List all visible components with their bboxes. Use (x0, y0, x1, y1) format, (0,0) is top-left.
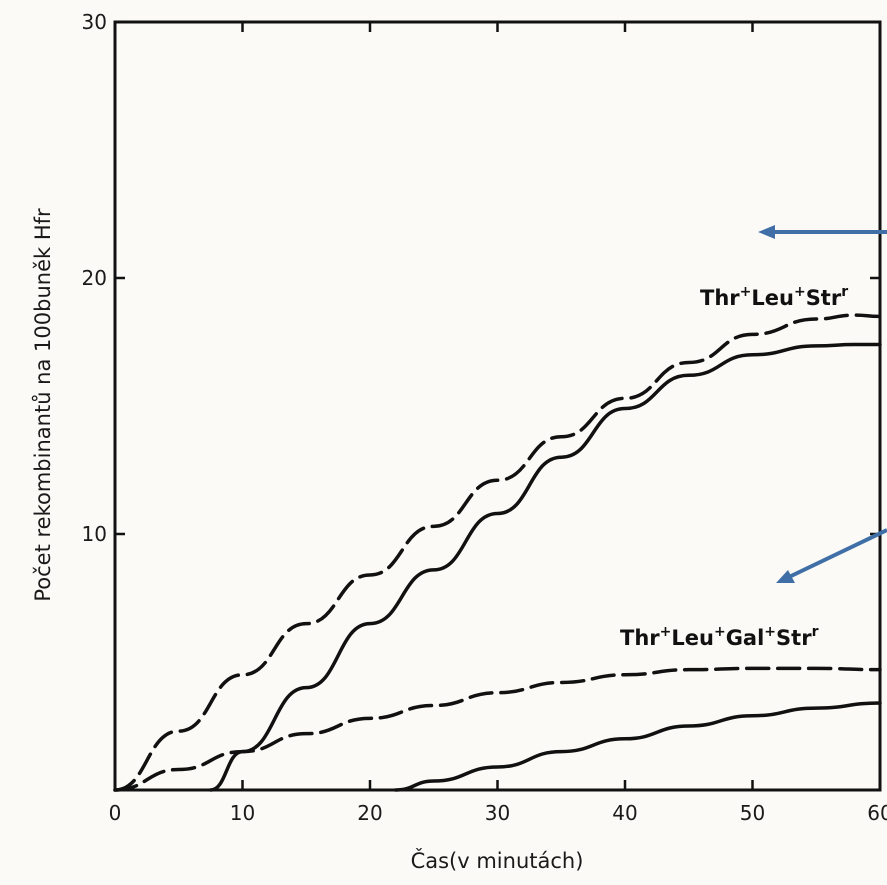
y-tick-label: 30 (82, 10, 107, 34)
x-tick-label: 40 (612, 801, 637, 825)
series-line-4 (393, 701, 882, 792)
series-line-2 (208, 342, 882, 792)
y-tick-label: 10 (82, 522, 107, 546)
x-tick-label: 20 (357, 801, 382, 825)
x-axis-label: Čas(v minutách) (411, 848, 584, 873)
x-tick-label: 10 (230, 801, 255, 825)
y-tick-label: 20 (82, 266, 107, 290)
x-tick-label: 30 (485, 801, 510, 825)
annotation-1: Thr+Leu+Strr (700, 284, 848, 310)
x-tick-label: 60 (867, 801, 887, 825)
annotations: Thr+Leu+Strr Thr+Leu+Gal+Strr (620, 284, 848, 650)
arrow-upper-head (758, 225, 775, 239)
ticks (113, 20, 882, 790)
series-line-3 (113, 666, 882, 792)
y-axis-label: Počet rekombinantů na 100buněk Hfr (31, 208, 55, 602)
arrows (758, 225, 887, 583)
tick-labels: 0 10 20 30 40 50 60 10 20 30 (82, 10, 887, 825)
plot-frame (113, 20, 882, 792)
series-lines (113, 313, 882, 792)
annotation-2: Thr+Leu+Gal+Strr (620, 624, 819, 650)
arrow-lower-head (776, 570, 795, 583)
arrow-lower-shaft (788, 528, 887, 579)
x-tick-label: 0 (109, 801, 122, 825)
series-line-1 (113, 313, 882, 792)
x-tick-label: 50 (740, 801, 765, 825)
